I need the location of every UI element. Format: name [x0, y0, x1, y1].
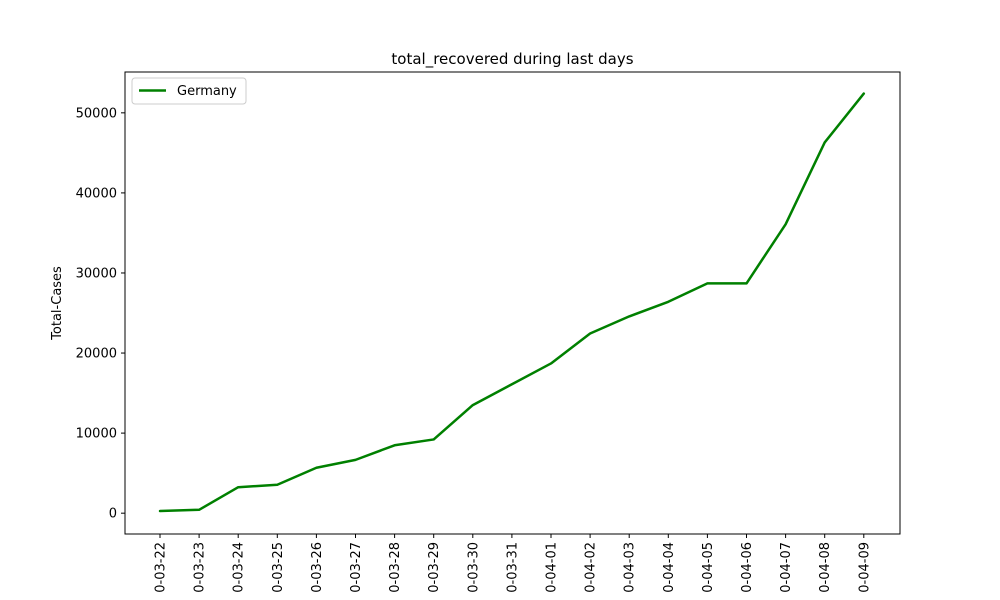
x-tick-label: 0-03-30 [466, 542, 481, 593]
x-tick-label: 0-03-29 [427, 542, 442, 593]
x-tick-label: 0-04-02 [584, 542, 599, 593]
y-tick-label: 10000 [76, 427, 117, 442]
legend-label: Germany [177, 84, 237, 99]
plot-frame [124, 71, 901, 535]
x-tick-label: 0-03-22 [154, 542, 169, 593]
x-tick-label: 0-04-05 [701, 542, 716, 593]
x-tick-label: 0-03-27 [349, 542, 364, 593]
x-tick-label: 0-04-01 [545, 542, 560, 593]
y-tick-label: 50000 [76, 106, 117, 121]
x-tick-label: 0-04-06 [740, 542, 755, 593]
x-tick-label: 0-04-08 [818, 542, 833, 593]
x-tick-label: 0-04-07 [779, 542, 794, 593]
chart-title: total_recovered during last days [391, 50, 633, 69]
y-tick-label: 30000 [76, 266, 117, 281]
x-tick-label: 0-04-03 [623, 542, 638, 593]
x-tick-label: 0-03-26 [310, 542, 325, 593]
x-tick-label: 0-03-23 [193, 542, 208, 593]
x-tick-label: 0-03-25 [271, 542, 286, 593]
y-axis-label: Total-Cases [50, 266, 65, 341]
series-line-germany [158, 92, 866, 513]
legend-box [131, 77, 247, 105]
y-tick-label: 20000 [76, 347, 117, 362]
x-tick-label: 0-03-24 [232, 542, 247, 593]
legend: Germany [131, 77, 247, 105]
y-tick-label: 0 [109, 507, 117, 522]
y-tick-label: 40000 [76, 186, 117, 201]
x-tick-label: 0-04-04 [662, 542, 677, 593]
x-tick-label: 0-04-09 [857, 542, 872, 593]
x-tick-label: 0-03-28 [388, 542, 403, 593]
x-tick-label: 0-03-31 [505, 542, 520, 593]
